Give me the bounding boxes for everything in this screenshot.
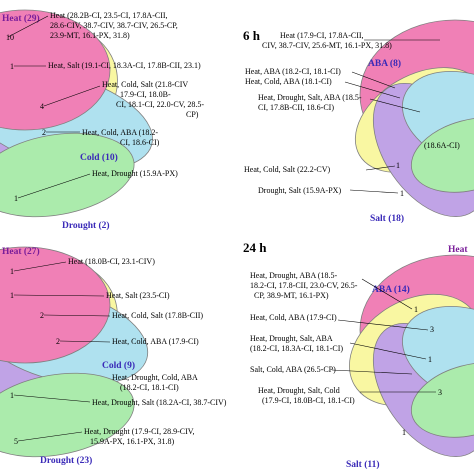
region-count: 3 xyxy=(430,325,434,334)
annotation: CI, 18.1-CI, 22.0-CV, 28.5- xyxy=(116,100,204,109)
annotation: Heat, Cold, Salt (21.8-CIV xyxy=(102,80,188,89)
annotation: (18.6A-CI) xyxy=(424,141,460,150)
panel-top-right: 6 h ABA (8) Salt (18) 1 1 Heat (17.9-CI,… xyxy=(243,19,474,224)
annotation: Heat (17.9-CI, 17.8A-CII, xyxy=(280,31,364,40)
region-count: 1 xyxy=(10,291,14,300)
annotation: 18.2-CI, 17.8-CII, 23.0-CV, 26.5- xyxy=(250,281,358,290)
annotation: CIV, 38.7-CIV, 25.6-MT, 16.1-PX, 31.8) xyxy=(262,41,392,50)
venn-ellipses-bottom-right xyxy=(349,254,474,458)
annotation: Drought, Salt (15.9A-PX) xyxy=(258,186,341,195)
venn-set-drought xyxy=(0,372,135,458)
region-count: 4 xyxy=(40,102,44,111)
set-label-heat: Heat (27) xyxy=(2,246,40,257)
venn-set-drought xyxy=(0,132,135,218)
region-count: 1 xyxy=(14,194,18,203)
annotation: Heat, Drought, Salt, Cold xyxy=(258,386,340,395)
set-label-cold: Cold (10) xyxy=(80,152,118,163)
annotation: Salt, Cold, ABA (26.5-CP) xyxy=(250,365,336,374)
annotation: (17.9-CI, 18.0B-CI, 18.1-CI) xyxy=(262,396,355,405)
annotation: Heat, Cold, ABA (18.1-CI) xyxy=(245,77,332,86)
set-label-heat: Heat (29) xyxy=(2,13,40,24)
time-label: 6 h xyxy=(243,28,261,43)
region-count: 2 xyxy=(40,311,44,320)
leader-lines xyxy=(344,39,440,194)
annotation: Heat (18.0B-CI, 23.1-CIV) xyxy=(68,257,155,266)
set-label-heat: Heat xyxy=(448,245,468,255)
annotation: Heat, Drought, Salt (18.2A-CI, 38.7-CIV) xyxy=(92,398,227,407)
leader-lines xyxy=(13,261,111,442)
region-count: 1 xyxy=(428,355,432,364)
venn-ellipses-top-left xyxy=(0,9,153,218)
region-count: 1 xyxy=(10,391,14,400)
panel-bottom-right: 24 h ABA (14) Heat Salt (11) 1 3 1 3 1 H… xyxy=(243,240,474,470)
annotation: Heat, Cold, ABA (18.2- xyxy=(82,128,158,137)
annotation: Heat, Drought, Salt, ABA xyxy=(250,334,333,343)
venn-set-heat xyxy=(0,9,111,131)
region-count: 1 xyxy=(414,305,418,314)
panel-bottom-left: Heat (27) Cold (9) Drought (23) 1 1 2 2 … xyxy=(0,246,227,466)
leader-lines xyxy=(331,278,436,393)
region-count: 2 xyxy=(42,128,46,137)
panel-top-left: Heat (29) Cold (10) Drought (2) 10 1 4 2… xyxy=(0,9,204,231)
annotation: CI, 17.8B-CII, 18.6-CI) xyxy=(258,103,334,112)
region-count: 2 xyxy=(56,337,60,346)
set-label-cold: Cold (9) xyxy=(102,360,135,371)
annotation: 23.9-MT, 16.1-PX, 31.8) xyxy=(50,31,130,40)
annotation: 17.9-CI, 18.0B- xyxy=(120,90,171,99)
annotation: Heat, ABA (18.2-CI, 18.1-CI) xyxy=(245,67,341,76)
annotation: CP) xyxy=(186,110,199,119)
venn-set-heat xyxy=(0,246,111,364)
annotation: Heat (28.2B-CI, 23.5-CI, 17.8A-CII, xyxy=(50,11,168,20)
annotation: CI, 18.6-CI) xyxy=(120,138,160,147)
region-count: 1 xyxy=(400,189,404,198)
set-label-drought: Drought (2) xyxy=(62,220,110,231)
region-count: 1 xyxy=(10,62,14,71)
annotation: Heat, Cold, ABA (17.9-CI) xyxy=(112,337,199,346)
set-label-drought: Drought (23) xyxy=(40,455,92,466)
time-label: 24 h xyxy=(243,240,267,255)
annotation: Heat, Salt (19.1-CI, 18.3A-CI, 17.8B-CII… xyxy=(48,61,201,70)
venn-set-drought xyxy=(410,117,474,193)
annotation: (18.2-CI, 18.3A-CI, 18.1-CI) xyxy=(250,344,343,353)
annotation: Heat, Cold, Salt (22.2-CV) xyxy=(244,165,331,174)
set-label-aba: ABA (8) xyxy=(368,58,401,69)
annotation: Heat, Drought (17.9-CI, 28.9-CIV, xyxy=(84,427,195,436)
annotation: Heat, Cold, ABA (17.9-CI) xyxy=(250,313,337,322)
set-label-salt: Salt (11) xyxy=(346,459,380,470)
region-count: 1 xyxy=(402,428,406,437)
annotation: (18.2-CI, 18.1-CI) xyxy=(120,383,179,392)
set-label-aba: ABA (14) xyxy=(372,284,410,295)
set-label-salt: Salt (18) xyxy=(370,213,404,224)
annotation: Heat, Cold, Salt (17.8B-CII) xyxy=(112,311,203,320)
region-count: 1 xyxy=(10,267,14,276)
region-count: 10 xyxy=(6,33,14,42)
region-count: 3 xyxy=(438,388,442,397)
annotation: Heat, Salt (23.5-CI) xyxy=(106,291,170,300)
region-count: 1 xyxy=(396,161,400,170)
leader-lines xyxy=(7,15,101,199)
annotation: Heat, Drought, Salt, ABA (18.5- xyxy=(258,93,362,102)
annotation: 15.9A-PX, 16.1-PX, 31.8) xyxy=(90,437,175,446)
annotation: Heat, Drought (15.9A-PX) xyxy=(92,169,178,178)
venn-ellipses-top-right xyxy=(354,19,474,218)
annotation: Heat, Drought, Cold, ABA xyxy=(112,373,198,382)
venn-ellipses-bottom-left xyxy=(0,246,149,458)
region-count: 5 xyxy=(14,437,18,446)
venn-set-drought xyxy=(410,362,474,438)
annotation: CP, 38.9-MT, 16.1-PX) xyxy=(254,291,329,300)
annotation: Heat, Drought, ABA (18.5- xyxy=(250,271,337,280)
annotation: 28.6-CIV, 38.7-CIV, 38.7-CIV, 26.5-CP, xyxy=(50,21,178,30)
